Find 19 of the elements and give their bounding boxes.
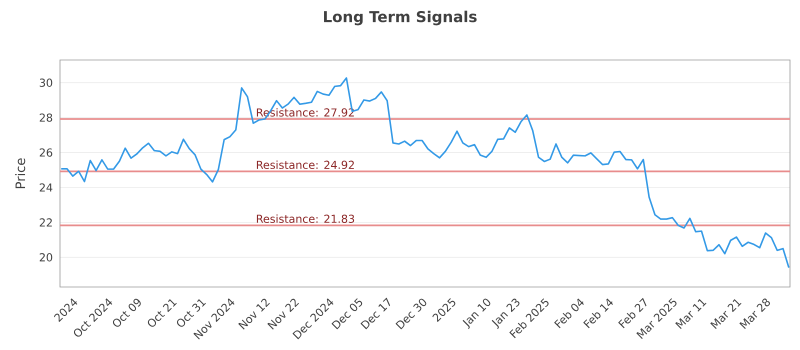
x-tick-label: Oct 21 bbox=[148, 299, 177, 327]
y-tick-label: 20 bbox=[40, 253, 52, 262]
x-tick-label: Jan 10 bbox=[462, 298, 490, 330]
x-tick-label: Oct 31 bbox=[176, 299, 206, 327]
y-tick-label: 24 bbox=[40, 183, 52, 192]
x-tick-label: Mar 11 bbox=[675, 298, 706, 329]
y-tick-label: 30 bbox=[40, 78, 52, 87]
y-tick-label: 28 bbox=[40, 113, 52, 122]
y-axis-title: Price bbox=[15, 158, 26, 188]
ref-line-label: Resistance: 24.92 bbox=[256, 160, 354, 170]
x-tick-label: Feb 04 bbox=[554, 298, 584, 328]
line-series bbox=[60, 77, 790, 268]
x-tick-label: Feb 14 bbox=[583, 298, 614, 328]
y-tick-label: 26 bbox=[40, 148, 52, 157]
x-tick-label: Dec 30 bbox=[396, 298, 426, 330]
chart-title: Long Term Signals bbox=[324, 10, 477, 26]
ref-line-label: Resistance: 21.83 bbox=[256, 214, 354, 223]
y-tick-label: 22 bbox=[40, 218, 52, 226]
x-tick-label: Oct 09 bbox=[112, 298, 141, 327]
